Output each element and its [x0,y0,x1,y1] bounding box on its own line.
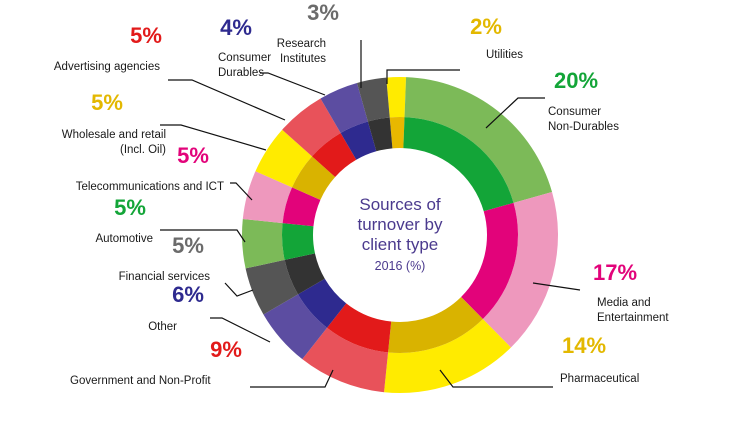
slice-label-pharmaceutical: Pharmaceutical [560,373,639,385]
slice-inner-wholesale-and-retail-incl-oil [292,156,336,200]
slice-labels: 2% Utilities 20% Consumer Non-Durables 17% Med… [54,0,670,387]
slice-inner-pharmaceutical [388,296,483,353]
slice-label-government-and-non-profit: Government and Non-Profit [70,375,211,387]
leader-line-telecommunications-and-ict [230,182,253,201]
slice-percent-research-institutes: 3% [307,0,339,25]
slice-label-automotive: Automotive [95,233,153,245]
slice-percent-consumer-durables: 4% [220,15,252,40]
slice-outer-consumer-non-durables [404,77,553,203]
slice-label-consumer-non-durables: Consumer Non-Durables [548,106,619,133]
slice-outer-wholesale-and-retail-incl-oil [255,129,313,188]
slice-percent-wholesale-and-retail-incl-oil: 5% [91,90,123,115]
slice-outer-government-and-non-profit [302,327,389,393]
slice-inner-utilities [389,116,405,149]
slice-label-utilities: Utilities [486,49,523,61]
slice-inner-advertising-agencies [312,133,357,178]
slice-inner-consumer-non-durables [403,117,514,212]
leader-line-automotive [160,229,246,243]
leader-line-consumer-non-durables [485,97,545,129]
inner-ring [282,116,519,353]
center-title-line-1: Sources of [359,195,441,214]
slice-outer-consumer-durables [320,82,368,134]
center-title-line-3: client type [362,235,439,254]
slice-label-consumer-durables: Consumer Durables [218,52,271,79]
slice-percent-utilities: 2% [470,14,502,39]
slice-percent-telecommunications-and-ict: 5% [177,143,209,168]
leader-line-wholesale-and-retail-incl-oil [160,124,267,151]
slice-outer-other [263,294,328,360]
slice-inner-media-and-entertainment [461,202,519,320]
slice-inner-other [298,278,347,328]
slice-outer-pharmaceutical [384,319,511,394]
slice-label-media-and-entertainment: Media and Entertainment [597,297,669,324]
leader-line-utilities [386,69,460,84]
leader-lines [160,40,581,388]
slice-label-research-institutes: Research Institutes [277,38,326,65]
leader-line-pharmaceutical [439,369,553,388]
slice-inner-government-and-non-profit [327,303,392,353]
slice-percent-automotive: 5% [114,195,146,220]
slice-inner-research-institutes [367,117,393,152]
slice-percent-government-and-non-profit: 9% [210,337,242,362]
leader-line-media-and-entertainment [532,282,581,291]
slice-percent-financial-services: 5% [172,233,204,258]
slice-outer-research-institutes [356,77,390,122]
center-title-line-2: turnover by [357,215,443,234]
slice-label-telecommunications-and-ict: Telecommunications and ICT [76,181,224,193]
slice-inner-consumer-durables [340,121,377,160]
slice-outer-utilities [386,77,407,118]
slice-inner-financial-services [284,253,325,295]
slice-outer-advertising-agencies [282,98,341,157]
slice-percent-pharmaceutical: 14% [562,333,606,358]
leader-line-government-and-non-profit [250,369,334,388]
slice-label-financial-services: Financial services [119,271,211,283]
leader-line-financial-services [224,282,254,297]
slice-percent-advertising-agencies: 5% [130,23,162,48]
slice-label-other: Other [148,321,177,333]
slice-percent-consumer-non-durables: 20% [554,68,598,93]
slice-outer-media-and-entertainment [482,191,558,348]
slice-percent-other: 6% [172,282,204,307]
slice-inner-automotive [282,223,315,260]
slice-outer-telecommunications-and-ict [242,171,293,224]
leader-line-consumer-durables [260,72,326,96]
slice-percent-media-and-entertainment: 17% [593,260,637,285]
center-subtitle: 2016 (%) [375,259,426,273]
slice-inner-telecommunications-and-ict [282,187,321,227]
slice-outer-automotive [242,219,285,269]
chart-center-title: Sources of turnover by client type 2016 … [357,195,443,273]
slice-label-advertising-agencies: Advertising agencies [54,61,160,73]
leader-line-advertising-agencies [168,79,286,121]
leader-line-other [210,317,271,343]
slice-outer-financial-services [245,259,299,315]
outer-ring [242,77,558,394]
slice-label-wholesale-and-retail-incl-oil: Wholesale and retail (Incl. Oil) [62,129,166,156]
